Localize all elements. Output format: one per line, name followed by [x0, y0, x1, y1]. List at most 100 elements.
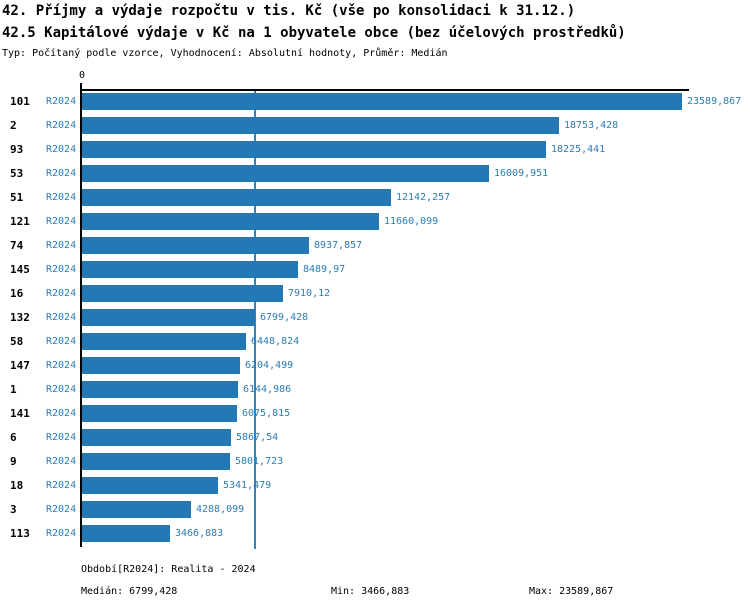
chart-row: 58 R2024 6448,824 — [0, 333, 750, 350]
bar-value-label: 12142,257 — [396, 192, 451, 203]
row-series-label: R2024 — [46, 504, 77, 515]
row-category-label: 74 — [10, 239, 24, 252]
bar — [82, 189, 391, 206]
bar — [82, 477, 218, 494]
median-guide-line — [254, 91, 256, 549]
row-series-label: R2024 — [46, 336, 77, 347]
row-series-label: R2024 — [46, 312, 77, 323]
bar-value-label: 18753,428 — [564, 120, 619, 131]
x-axis-line — [81, 89, 689, 91]
row-category-label: 18 — [10, 479, 24, 492]
bar — [82, 117, 559, 134]
bar-value-label: 16009,951 — [494, 168, 549, 179]
chart-row: 9 R2024 5801,723 — [0, 453, 750, 470]
chart-row: 121 R2024 11660,099 — [0, 213, 750, 230]
row-category-label: 2 — [10, 119, 17, 132]
bar-value-label: 8489,97 — [303, 264, 346, 275]
bar — [82, 309, 255, 326]
bar-value-label: 6075,815 — [242, 408, 291, 419]
bar-value-label: 5801,723 — [235, 456, 284, 467]
y-axis-line — [80, 89, 82, 547]
row-series-label: R2024 — [46, 456, 77, 467]
row-category-label: 145 — [10, 263, 30, 276]
row-category-label: 121 — [10, 215, 30, 228]
bar — [82, 357, 240, 374]
chart-row: 6 R2024 5867,54 — [0, 429, 750, 446]
chart-row: 51 R2024 12142,257 — [0, 189, 750, 206]
row-series-label: R2024 — [46, 384, 77, 395]
row-category-label: 51 — [10, 191, 24, 204]
row-category-label: 3 — [10, 503, 17, 516]
x-axis-zero-tick — [80, 83, 82, 89]
chart-row: 2 R2024 18753,428 — [0, 117, 750, 134]
chart-row: 74 R2024 8937,857 — [0, 237, 750, 254]
bar-value-label: 6204,499 — [245, 360, 294, 371]
chart-row: 145 R2024 8489,97 — [0, 261, 750, 278]
chart-row: 3 R2024 4288,099 — [0, 501, 750, 518]
chart-row: 1 R2024 6144,986 — [0, 381, 750, 398]
row-series-label: R2024 — [46, 120, 77, 131]
bar — [82, 261, 298, 278]
bar-value-label: 18225,441 — [551, 144, 606, 155]
row-series-label: R2024 — [46, 360, 77, 371]
chart-meta-line: Typ: Počítaný podle vzorce, Vyhodnocení:… — [2, 48, 448, 59]
row-series-label: R2024 — [46, 264, 77, 275]
row-category-label: 101 — [10, 95, 30, 108]
bar-value-label: 4288,099 — [196, 504, 245, 515]
chart-subtitle-indicator: 42.5 Kapitálové výdaje v Kč na 1 obyvate… — [2, 25, 626, 41]
bar — [82, 381, 238, 398]
chart-row: 141 R2024 6075,815 — [0, 405, 750, 422]
footer-period-label: Období[R2024]: Realita - 2024 — [81, 564, 256, 575]
bar-value-label: 8937,857 — [314, 240, 363, 251]
row-category-label: 141 — [10, 407, 30, 420]
chart-row: 113 R2024 3466,883 — [0, 525, 750, 542]
row-series-label: R2024 — [46, 288, 77, 299]
bar-value-label: 7910,12 — [288, 288, 331, 299]
chart-title: 42. Příjmy a výdaje rozpočtu v tis. Kč (… — [2, 3, 576, 19]
row-series-label: R2024 — [46, 96, 77, 107]
chart-row: 132 R2024 6799,428 — [0, 309, 750, 326]
row-category-label: 16 — [10, 287, 24, 300]
bar — [82, 429, 231, 446]
row-category-label: 113 — [10, 527, 30, 540]
row-series-label: R2024 — [46, 408, 77, 419]
bar-value-label: 6799,428 — [260, 312, 309, 323]
footer-max-label: Max: 23589,867 — [529, 586, 614, 597]
bar-value-label: 23589,867 — [687, 96, 742, 107]
bar — [82, 141, 546, 158]
row-category-label: 1 — [10, 383, 17, 396]
x-axis-zero-tick-label: 0 — [78, 70, 86, 81]
row-category-label: 58 — [10, 335, 24, 348]
footer-min-label: Min: 3466,883 — [331, 586, 410, 597]
chart-row: 18 R2024 5341,479 — [0, 477, 750, 494]
bar-value-label: 6448,824 — [251, 336, 300, 347]
row-category-label: 6 — [10, 431, 17, 444]
row-category-label: 132 — [10, 311, 30, 324]
chart-row: 101 R2024 23589,867 — [0, 93, 750, 110]
row-series-label: R2024 — [46, 240, 77, 251]
row-series-label: R2024 — [46, 480, 77, 491]
chart-row: 93 R2024 18225,441 — [0, 141, 750, 158]
row-series-label: R2024 — [46, 216, 77, 227]
chart-row: 16 R2024 7910,12 — [0, 285, 750, 302]
row-series-label: R2024 — [46, 432, 77, 443]
bar — [82, 285, 283, 302]
row-category-label: 147 — [10, 359, 30, 372]
bar-value-label: 5867,54 — [236, 432, 279, 443]
row-series-label: R2024 — [46, 192, 77, 203]
row-series-label: R2024 — [46, 528, 77, 539]
chart-row: 53 R2024 16009,951 — [0, 165, 750, 182]
row-category-label: 93 — [10, 143, 24, 156]
row-series-label: R2024 — [46, 144, 77, 155]
chart-row: 147 R2024 6204,499 — [0, 357, 750, 374]
bar — [82, 165, 489, 182]
bar — [82, 237, 309, 254]
bar-value-label: 5341,479 — [223, 480, 272, 491]
bar-value-label: 11660,099 — [384, 216, 439, 227]
bar — [82, 213, 379, 230]
bar — [82, 453, 230, 470]
bar — [82, 333, 246, 350]
bar — [82, 93, 682, 110]
bar — [82, 501, 191, 518]
